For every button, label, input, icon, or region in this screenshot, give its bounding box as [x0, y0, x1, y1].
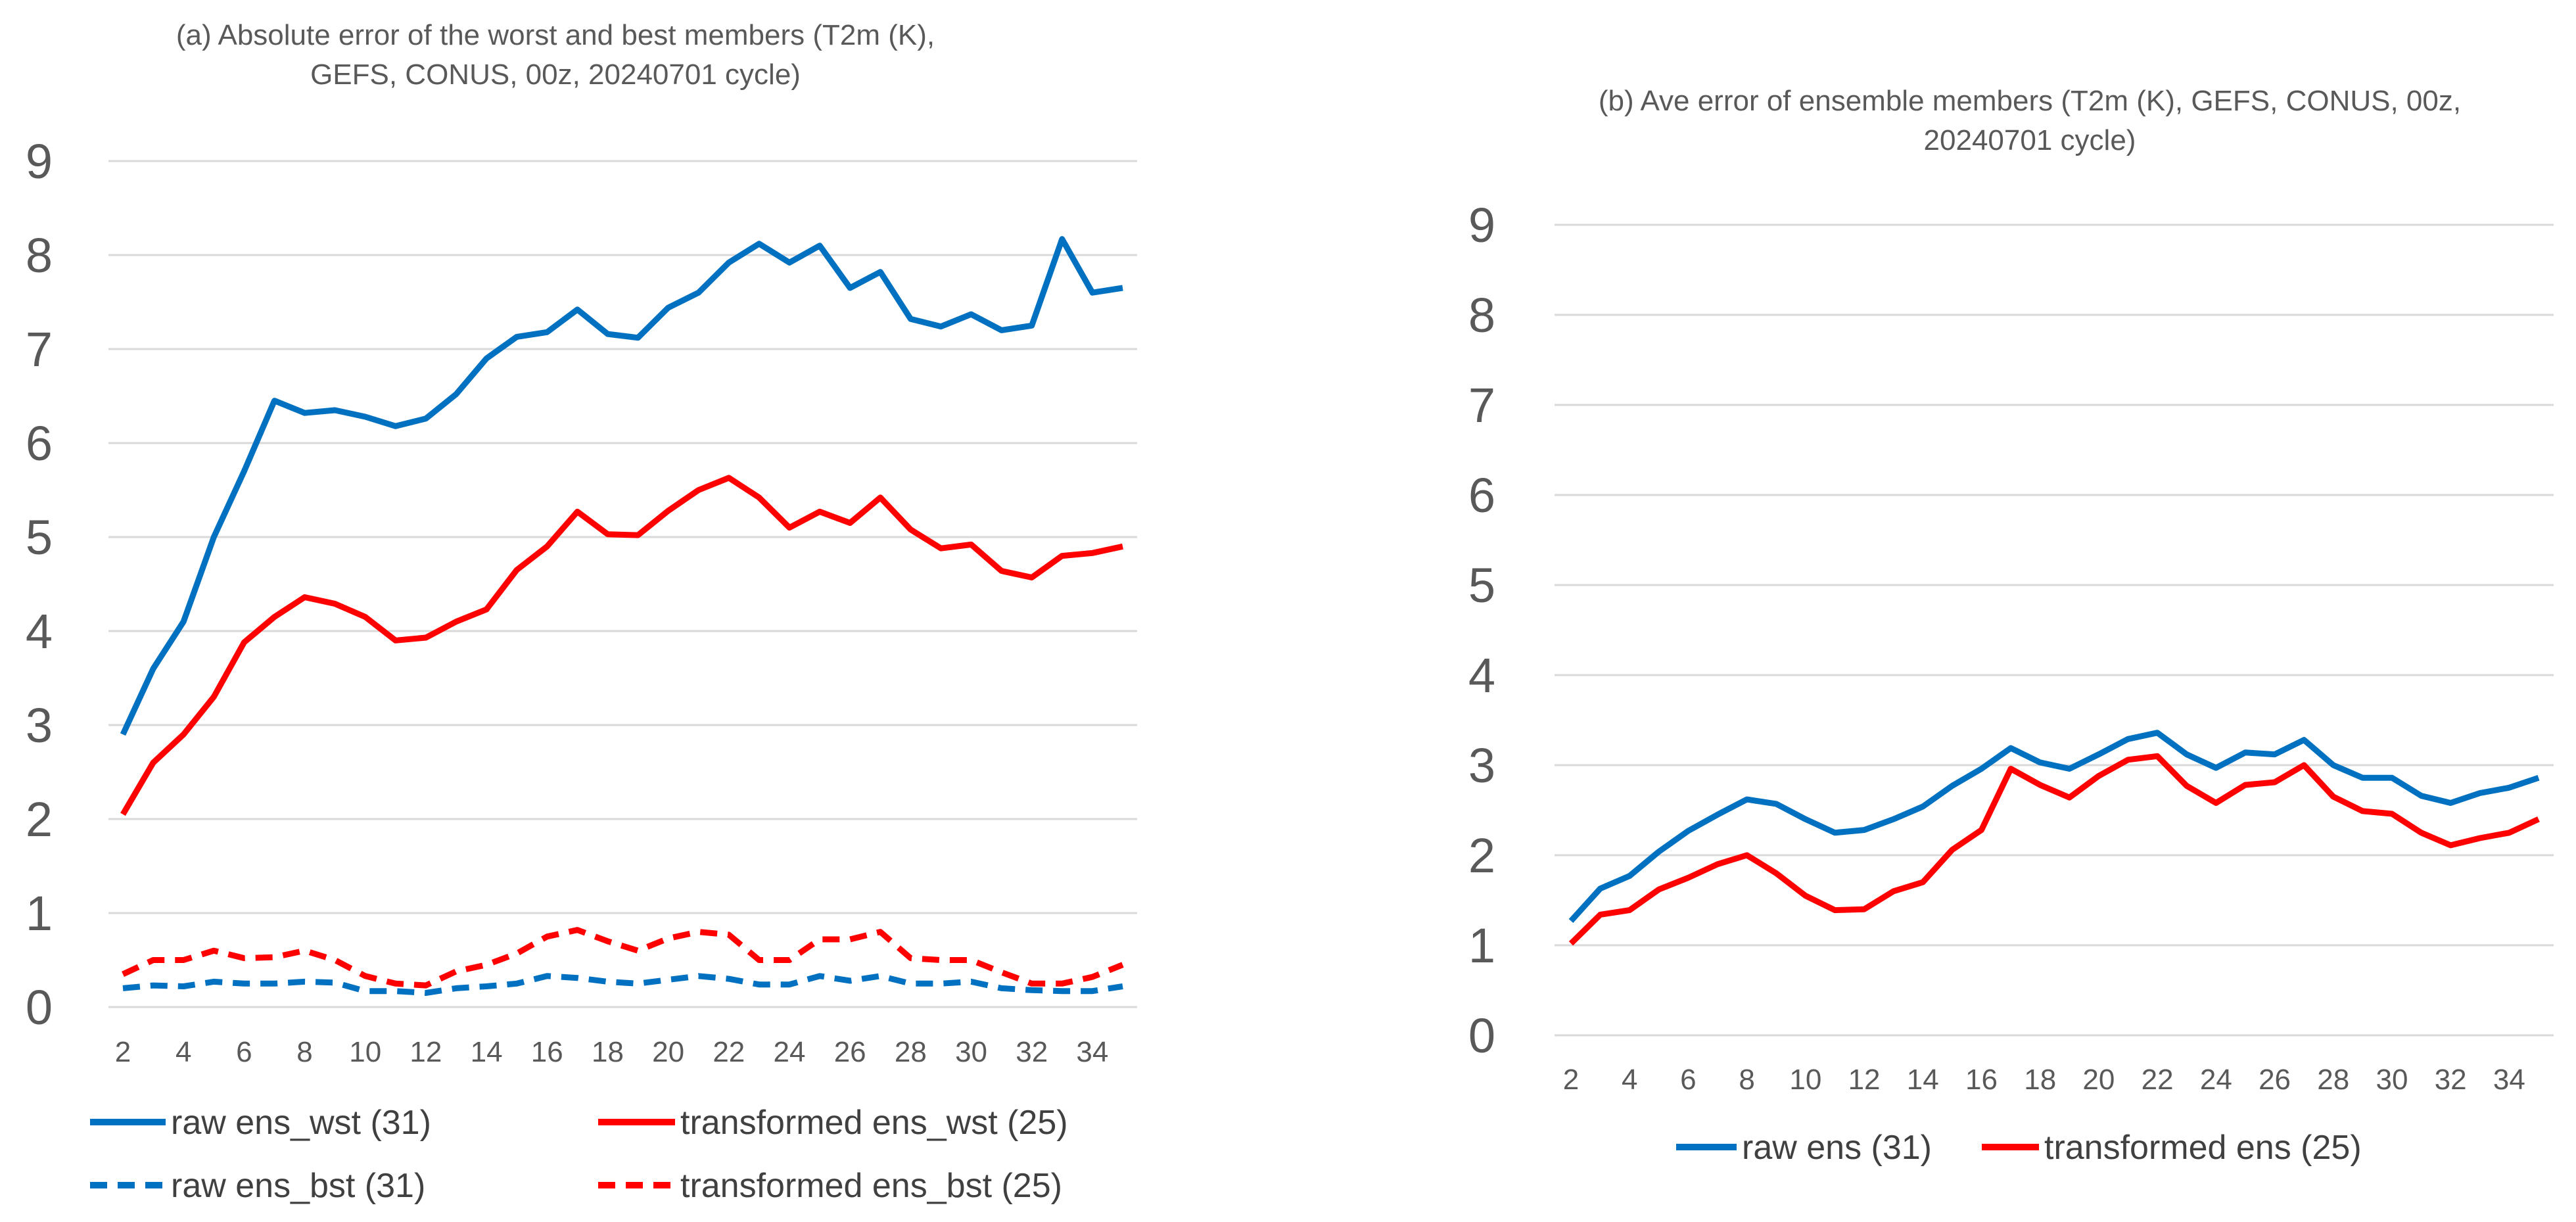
chart-b-legend: raw ens (31) transformed ens (25) — [1676, 1129, 2362, 1167]
chart-a-x-tick-label: 26 — [834, 1036, 866, 1068]
chart-b-y-tick-label: 5 — [1468, 558, 1495, 613]
chart-b-y-tick-label: 1 — [1468, 918, 1495, 973]
chart-b-x-tick-label: 8 — [1739, 1064, 1754, 1096]
chart-a-title-line-2: GEFS, CONUS, 00z, 20240701 cycle) — [310, 59, 801, 91]
chart-a-x-tick-label: 24 — [774, 1036, 806, 1068]
chart-a-legend: raw ens_wst (31) transformed ens_wst (25)… — [90, 1104, 1068, 1205]
chart-a: (a) Absolute error of the worst and best… — [26, 19, 1137, 1205]
chart-a-series-line-3 — [122, 973, 1123, 996]
chart-b-title-line-1: (b) Ave error of ensemble members (T2m (… — [1599, 85, 2461, 117]
chart-a-y-tick-label: 4 — [26, 604, 53, 659]
chart-b-x-axis: 2 4 6 8 10 12 14 16 18 20 22 24 26 28 30 32 34 — [1563, 1064, 2525, 1096]
chart-a-y-tick-label: 5 — [26, 510, 53, 565]
chart-b-grid — [1555, 223, 2554, 1037]
chart-b-x-tick-label: 18 — [2024, 1064, 2056, 1096]
chart-b-x-tick-label: 34 — [2493, 1064, 2525, 1096]
chart-b-y-axis: 0 1 2 3 4 5 6 7 8 9 — [1468, 198, 1495, 1063]
chart-a-y-axis: 0 1 2 3 4 5 6 7 8 9 — [26, 134, 53, 1035]
chart-a-x-tick-label: 20 — [652, 1036, 684, 1068]
chart-a-series-line-4 — [122, 927, 1124, 989]
chart-b-x-tick-label: 22 — [2142, 1064, 2174, 1096]
chart-a-x-tick-label: 18 — [592, 1036, 624, 1068]
chart-a-y-tick-label: 1 — [26, 886, 53, 941]
chart-a-legend-label-1: raw ens_wst (31) — [171, 1104, 431, 1142]
chart-a-x-tick-label: 12 — [410, 1036, 442, 1068]
chart-b-legend-label-2: transformed ens (25) — [2044, 1129, 2362, 1167]
chart-a-y-tick-label: 8 — [26, 228, 53, 283]
chart-a-legend-label-3: raw ens_bst (31) — [171, 1167, 425, 1205]
chart-b-y-tick-label: 3 — [1468, 738, 1495, 793]
chart-a-x-tick-label: 30 — [955, 1036, 987, 1068]
chart-a-legend-label-4: transformed ens_bst (25) — [680, 1167, 1062, 1205]
chart-a-x-tick-label: 10 — [349, 1036, 381, 1068]
chart-b-y-tick-label: 4 — [1468, 648, 1495, 703]
chart-b-x-tick-label: 26 — [2259, 1064, 2291, 1096]
chart-a-x-tick-label: 4 — [176, 1036, 191, 1068]
chart-a-x-tick-label: 2 — [115, 1036, 131, 1068]
chart-b-x-tick-label: 20 — [2082, 1064, 2115, 1096]
chart-b-y-tick-label: 9 — [1468, 198, 1495, 252]
chart-a-x-axis: 2 4 6 8 10 12 14 16 18 20 22 24 26 28 30 32 34 — [115, 1036, 1109, 1068]
chart-b-y-tick-label: 7 — [1468, 378, 1495, 433]
chart-a-x-tick-label: 16 — [531, 1036, 563, 1068]
chart-a-y-tick-label: 9 — [26, 134, 53, 189]
chart-a-x-tick-label: 28 — [895, 1036, 927, 1068]
chart-a-y-tick-label: 2 — [26, 792, 53, 847]
chart-b-series-line-1 — [1568, 730, 2540, 924]
chart-b-x-tick-label: 2 — [1563, 1064, 1579, 1096]
chart-a-series — [120, 236, 1124, 996]
chart-a-y-tick-label: 3 — [26, 698, 53, 753]
chart-b-y-tick-label: 0 — [1468, 1008, 1495, 1063]
chart-b-x-tick-label: 4 — [1622, 1064, 1637, 1096]
chart-b-x-tick-label: 12 — [1848, 1064, 1881, 1096]
chart-b-x-tick-label: 30 — [2376, 1064, 2408, 1096]
chart-a-y-tick-label: 6 — [26, 416, 53, 471]
chart-a-title-line-1: (a) Absolute error of the worst and best… — [176, 19, 935, 51]
chart-a-y-tick-label: 7 — [26, 322, 53, 377]
chart-b: (b) Ave error of ensemble members (T2m (… — [1468, 85, 2554, 1167]
chart-b-series — [1568, 730, 2540, 946]
chart-b-legend-label-1: raw ens (31) — [1742, 1129, 1932, 1167]
chart-a-x-tick-label: 34 — [1076, 1036, 1108, 1068]
chart-b-series-line-2 — [1568, 753, 2540, 946]
chart-b-y-tick-label: 6 — [1468, 468, 1495, 523]
chart-a-series-line-1 — [120, 236, 1123, 736]
chart-a-x-tick-label: 14 — [471, 1036, 503, 1068]
chart-b-x-tick-label: 6 — [1680, 1064, 1696, 1096]
chart-b-x-tick-label: 14 — [1907, 1064, 1939, 1096]
chart-a-x-tick-label: 32 — [1016, 1036, 1048, 1068]
chart-b-x-tick-label: 32 — [2435, 1064, 2467, 1096]
chart-b-x-tick-label: 16 — [1965, 1064, 1998, 1096]
chart-b-title-line-2: 20240701 cycle) — [1924, 124, 2136, 156]
chart-a-x-tick-label: 8 — [296, 1036, 312, 1068]
chart-b-x-tick-label: 10 — [1789, 1064, 1821, 1096]
chart-a-series-line-2 — [120, 475, 1123, 816]
chart-a-x-tick-label: 6 — [236, 1036, 252, 1068]
chart-b-y-tick-label: 2 — [1468, 828, 1495, 883]
chart-a-grid — [108, 160, 1137, 1008]
chart-b-x-tick-label: 24 — [2200, 1064, 2232, 1096]
chart-b-x-tick-label: 28 — [2317, 1064, 2349, 1096]
chart-a-x-tick-label: 22 — [713, 1036, 745, 1068]
chart-a-legend-label-2: transformed ens_wst (25) — [680, 1104, 1068, 1142]
chart-b-y-tick-label: 8 — [1468, 288, 1495, 342]
chart-a-y-tick-label: 0 — [26, 980, 53, 1035]
